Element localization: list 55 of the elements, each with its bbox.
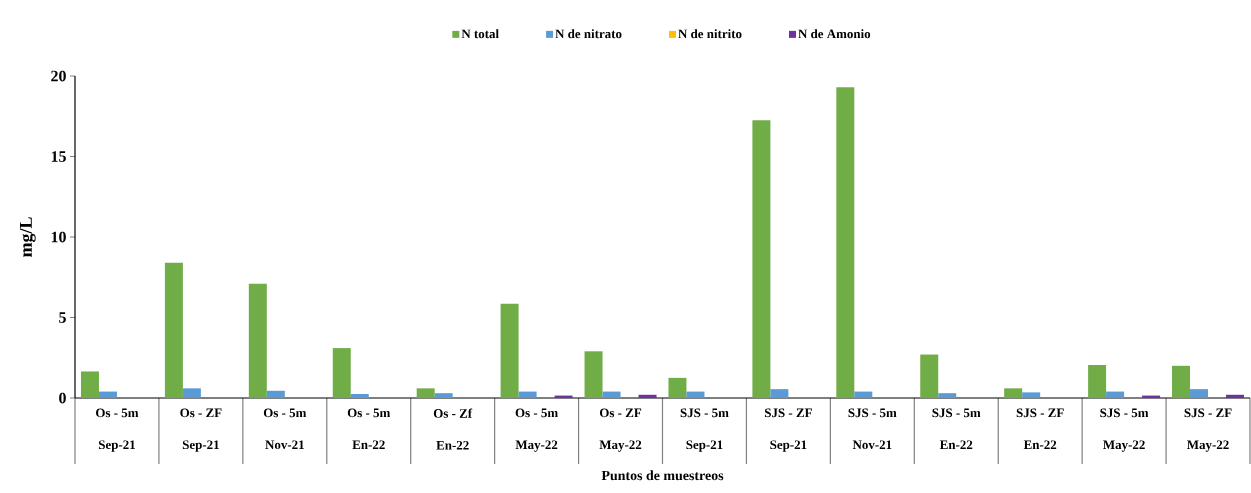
category-label: SJS - 5m Nov-21 [848, 408, 897, 450]
bar [938, 393, 957, 398]
y-tick-label: 0 [59, 392, 66, 404]
category-label: Os - 5m May-22 [515, 408, 558, 452]
bar [752, 120, 771, 398]
category-label: SJS - ZF May-22 [1184, 408, 1232, 452]
y-tick-label: 5 [59, 312, 66, 323]
bar [836, 87, 855, 398]
x-axis-title: Puntos de muestreos [601, 470, 724, 481]
category-label: Os - 5m En-22 [347, 408, 391, 449]
bar [602, 391, 621, 398]
bar [98, 391, 117, 398]
legend-label: N de nitrato [555, 29, 622, 39]
category-label: Os - ZF Sep-21 [180, 408, 222, 452]
bar [638, 394, 657, 398]
category-label: Os - Zf En-22 [433, 408, 473, 450]
category-label: Os - 5m Sep-21 [96, 408, 139, 452]
bar [434, 393, 453, 398]
bar [1088, 365, 1107, 398]
y-tick-label: 20 [51, 70, 66, 82]
legend-label: N de Amonio [798, 29, 871, 39]
bar [332, 348, 351, 398]
category-label: Os - ZF May-22 [599, 408, 642, 452]
bar [416, 388, 435, 398]
bar [1106, 391, 1125, 398]
bar [518, 391, 537, 398]
bar [248, 283, 267, 398]
bar [770, 389, 789, 398]
bar [854, 391, 873, 398]
bar [80, 371, 99, 398]
category-label: SJS - ZF En-22 [1016, 408, 1064, 449]
legend-label: N total [461, 29, 499, 39]
category-label: SJS - 5m May-22 [1100, 408, 1149, 452]
bar [1004, 388, 1023, 398]
category-label: SJS - 5m Sep-21 [680, 408, 729, 452]
bar [1226, 394, 1245, 398]
bar [1190, 389, 1209, 398]
bar [668, 377, 687, 398]
y-axis-title: mg/L [19, 217, 36, 257]
bar [584, 351, 603, 398]
y-tick-label: 15 [51, 151, 66, 162]
bar [920, 354, 939, 398]
category-label: SJS - 5m En-22 [932, 408, 981, 449]
bar [1172, 365, 1191, 398]
bar [1022, 392, 1041, 398]
legend-label: N de nitrito [678, 29, 742, 39]
category-label: Os - 5m Nov-21 [263, 408, 307, 450]
category-label: SJS - ZF Sep-21 [764, 408, 812, 452]
bar [266, 390, 285, 398]
bar [686, 391, 705, 398]
bar [164, 262, 183, 398]
y-tick-label: 10 [51, 231, 66, 243]
bar [350, 393, 369, 398]
bar [500, 303, 519, 398]
bar [182, 388, 201, 398]
